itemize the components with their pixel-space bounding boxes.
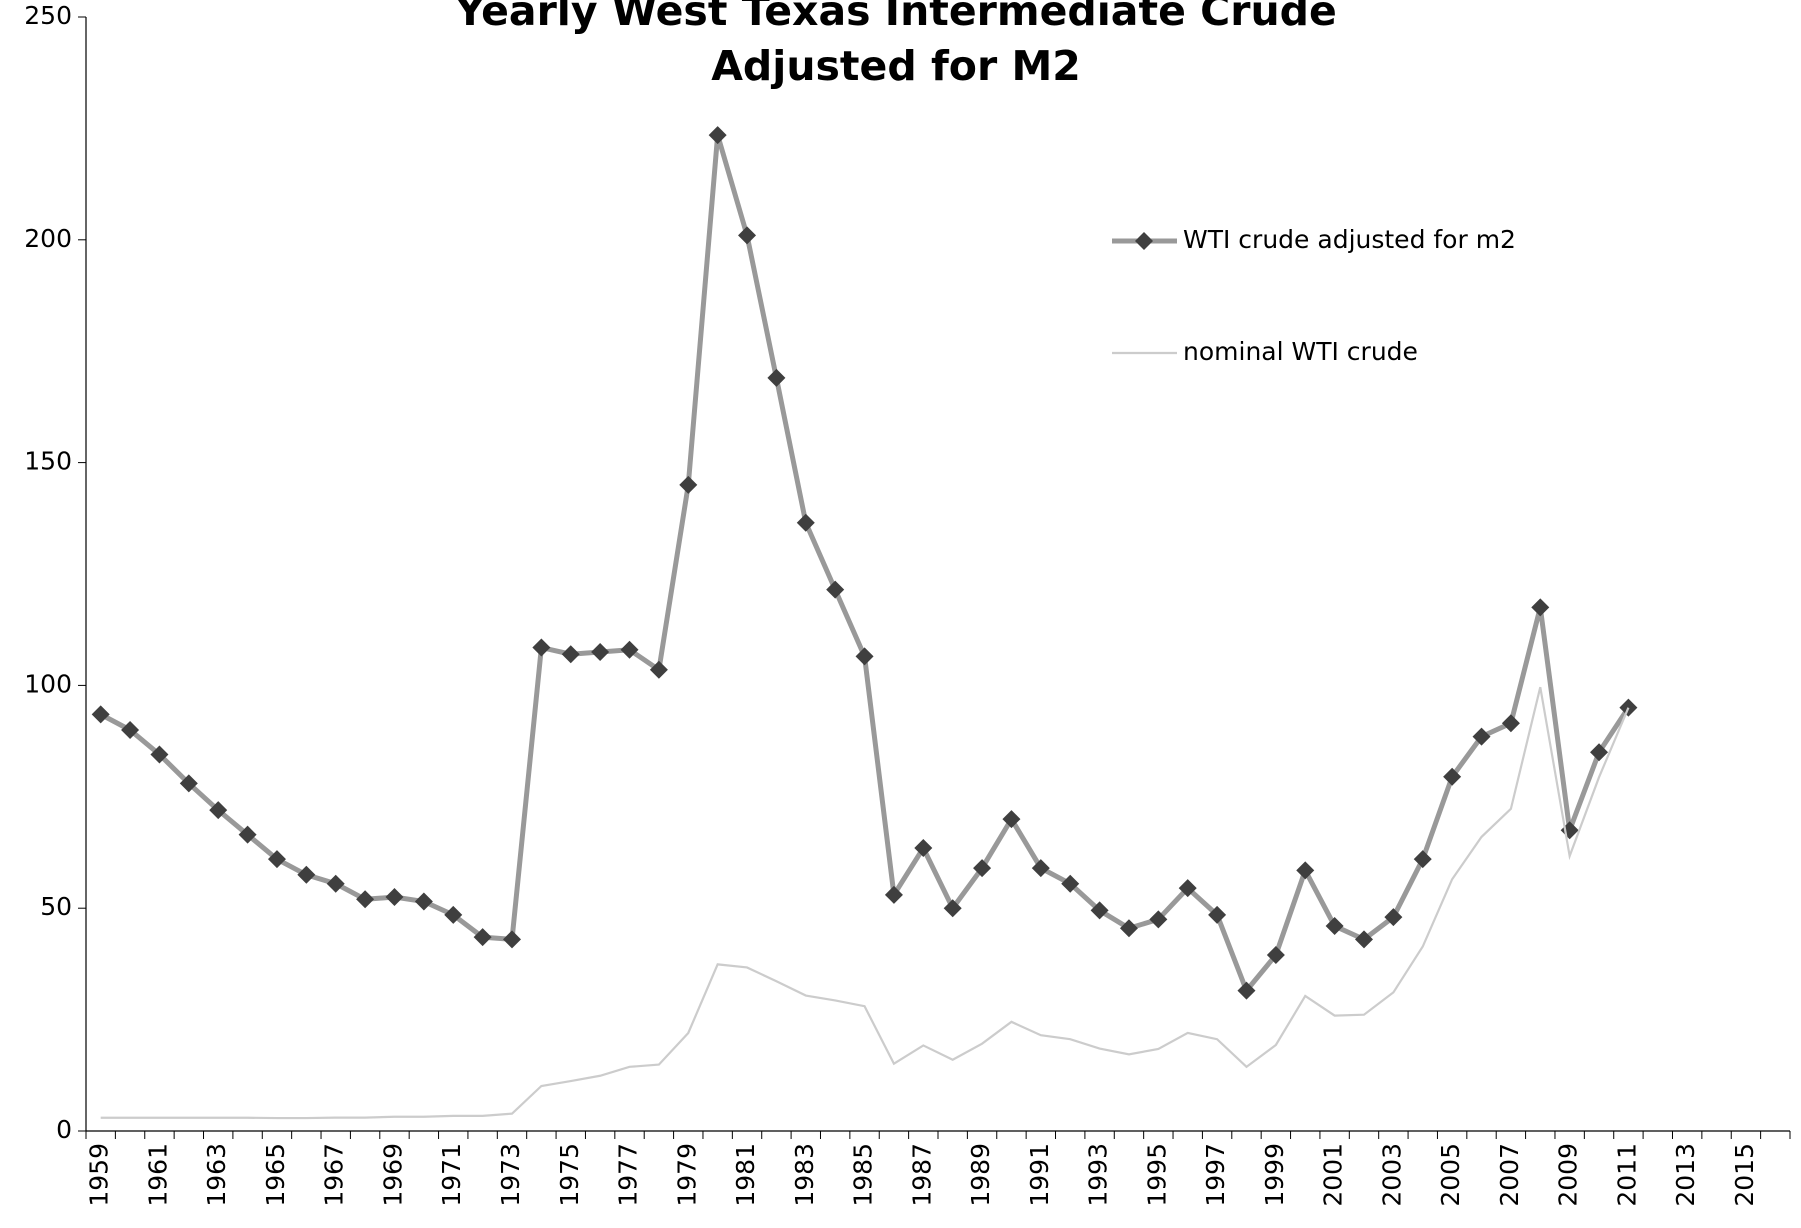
data-point [385,888,404,907]
data-point [1266,945,1285,964]
data-point [738,226,757,245]
data-point [150,745,169,764]
x-tick-label: 1965 [261,1143,290,1207]
legend-marker [1135,232,1153,250]
x-tick-label: 2011 [1612,1143,1641,1207]
x-tick-label: 1997 [1201,1143,1230,1207]
x-tick-label: 1959 [85,1143,114,1207]
data-point [767,368,786,387]
x-tick-label: 1969 [378,1143,407,1207]
data-point [1090,901,1109,920]
data-point [1149,910,1168,929]
x-tick-label: 2013 [1671,1143,1700,1207]
data-point [1325,917,1344,936]
x-tick-label: 1985 [849,1143,878,1207]
x-tick-label: 1999 [1260,1143,1289,1207]
data-point [1208,905,1227,924]
data-point [914,839,933,858]
y-tick-label: 200 [24,224,72,253]
data-point [356,890,375,909]
data-point [561,645,580,664]
legend-label: WTI crude adjusted for m2 [1183,225,1516,254]
x-tick-label: 1981 [731,1143,760,1207]
x-tick-label: 2001 [1319,1143,1348,1207]
y-tick-label: 250 [24,1,72,30]
data-point [884,885,903,904]
data-point [91,705,110,724]
data-point [1178,879,1197,898]
data-point [943,899,962,918]
x-tick-label: 2015 [1730,1143,1759,1207]
x-tick-label: 2003 [1377,1143,1406,1207]
data-point [708,126,727,145]
data-point [1296,861,1315,880]
data-point [238,825,257,844]
chart-title: Adjusted for M2 [711,42,1081,90]
data-point [1119,919,1138,938]
y-tick-label: 100 [24,669,72,698]
data-point [1002,810,1021,829]
data-point [591,642,610,661]
data-point [1501,714,1520,733]
data-point [326,874,345,893]
x-tick-label: 1989 [966,1143,995,1207]
y-tick-label: 150 [24,447,72,476]
data-point [1531,598,1550,617]
data-point [179,774,198,793]
data-point [503,930,521,949]
x-tick-label: 1971 [437,1143,466,1207]
data-point [209,801,228,820]
data-point [679,475,698,494]
data-point [826,580,845,599]
legend-label: nominal WTI crude [1183,337,1418,366]
x-tick-label: 2007 [1495,1143,1524,1207]
x-tick-label: 1993 [1084,1143,1113,1207]
x-tick-label: 1987 [907,1143,936,1207]
x-tick-label: 1973 [496,1143,525,1207]
data-point [1472,727,1491,746]
data-point [267,850,286,869]
data-point [1413,850,1432,869]
data-point [444,905,463,924]
x-tick-label: 1979 [672,1143,701,1207]
x-tick-label: 1963 [202,1143,231,1207]
data-point [1443,767,1462,786]
x-tick-label: 1983 [790,1143,819,1207]
x-tick-label: 1977 [614,1143,643,1207]
data-point [1237,981,1256,1000]
x-tick-label: 1961 [143,1143,172,1207]
data-point [1061,874,1080,893]
data-point [1590,743,1609,762]
data-point [414,892,433,911]
data-point [532,638,551,657]
x-tick-label: 1991 [1025,1143,1054,1207]
y-tick-label: 50 [40,892,72,921]
chart-title: Yearly West Texas Intermediate Crude [454,0,1337,35]
x-tick-label: 2005 [1436,1143,1465,1207]
x-tick-label: 1967 [320,1143,349,1207]
y-tick-label: 0 [56,1115,72,1144]
data-point [796,513,815,532]
data-point [973,859,992,878]
data-point [1031,859,1050,878]
data-point [1355,930,1373,949]
x-tick-label: 2009 [1554,1143,1583,1207]
data-point [297,865,316,884]
x-tick-label: 1995 [1142,1143,1171,1207]
data-point [620,640,639,659]
data-point [649,660,668,679]
data-point [855,647,874,666]
series-line [99,134,1631,996]
data-point [473,928,492,947]
data-point [121,720,140,739]
data-point [1384,908,1403,927]
series-line [100,686,1630,1120]
x-tick-label: 1975 [555,1143,584,1207]
